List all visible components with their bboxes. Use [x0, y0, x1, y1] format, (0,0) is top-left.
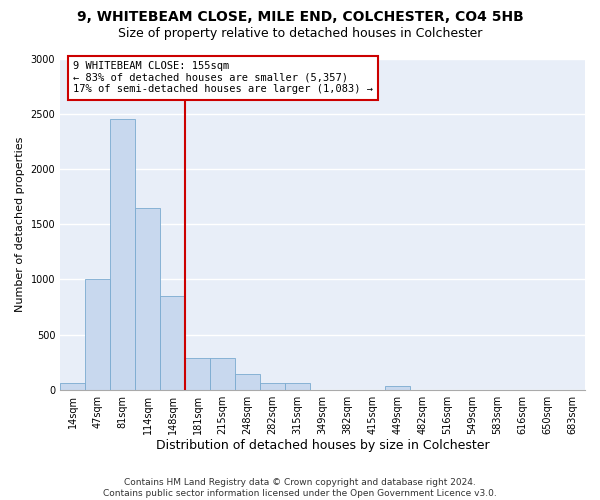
Bar	[85, 280, 110, 390]
Bar	[260, 383, 285, 390]
Bar	[60, 383, 85, 390]
Bar	[185, 358, 210, 390]
Bar	[285, 383, 310, 390]
Text: Size of property relative to detached houses in Colchester: Size of property relative to detached ho…	[118, 28, 482, 40]
Bar	[235, 374, 260, 390]
Text: 9 WHITEBEAM CLOSE: 155sqm
← 83% of detached houses are smaller (5,357)
17% of se: 9 WHITEBEAM CLOSE: 155sqm ← 83% of detac…	[73, 61, 373, 94]
Text: Contains HM Land Registry data © Crown copyright and database right 2024.
Contai: Contains HM Land Registry data © Crown c…	[103, 478, 497, 498]
Bar	[385, 386, 410, 390]
Bar	[110, 118, 135, 390]
Text: 9, WHITEBEAM CLOSE, MILE END, COLCHESTER, CO4 5HB: 9, WHITEBEAM CLOSE, MILE END, COLCHESTER…	[77, 10, 523, 24]
Bar	[160, 296, 185, 390]
Bar	[210, 358, 235, 390]
Y-axis label: Number of detached properties: Number of detached properties	[15, 136, 25, 312]
X-axis label: Distribution of detached houses by size in Colchester: Distribution of detached houses by size …	[156, 440, 490, 452]
Bar	[135, 208, 160, 390]
